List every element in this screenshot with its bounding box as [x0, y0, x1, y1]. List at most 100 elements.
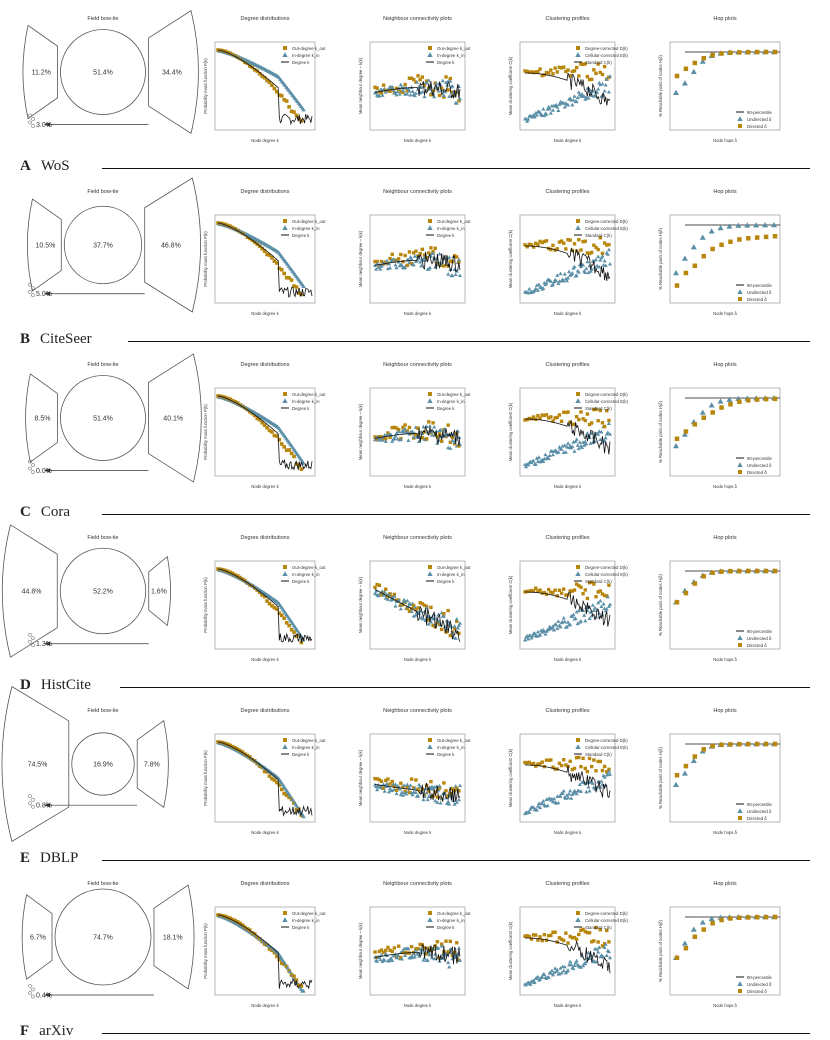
neighbour-legend-label: Out-degree k_out: [437, 46, 471, 51]
degree-y-axis-label: Probability mass function P(k): [203, 58, 208, 114]
neighbour-legend-out-marker: [428, 911, 432, 915]
degree-corrected-point: [600, 421, 605, 425]
hop-legend-label: 90-percentile: [747, 283, 772, 288]
in-degree-point: [447, 964, 452, 969]
disconnected-component: [28, 466, 32, 471]
clustering-y-axis-label: Mean clustering coefficient C(k): [508, 748, 513, 807]
out-degree-point: [377, 778, 382, 782]
cellular-corrected-point: [563, 450, 568, 454]
directed-hop-point: [754, 49, 760, 55]
neighbour-y-axis-label: Mean neighbour degree ~ k(k): [358, 576, 363, 633]
out-degree-point: [230, 571, 235, 576]
clustering-legend-label: Degree-corrected D(k): [585, 46, 628, 51]
out-degree-point: [384, 778, 388, 783]
degree-corrected-point: [531, 70, 536, 75]
in-degree-point: [413, 790, 418, 795]
cellular-corrected-point: [532, 114, 537, 119]
out-degree-point: [390, 252, 394, 256]
cellular-corrected-point: [534, 456, 539, 460]
degree-corrected-point: [559, 66, 564, 70]
out-degree-point: [262, 594, 267, 599]
degree-line: [217, 49, 313, 126]
cellular-corrected-point: [568, 788, 573, 793]
cellular-corrected-point: [572, 94, 577, 98]
out-percentage: 34.4%: [162, 70, 182, 77]
in-degree-point: [421, 616, 426, 621]
cellular-corrected-point: [602, 258, 607, 263]
degree-legend-out-marker: [283, 219, 287, 223]
neighbour-x-axis-label: Node degree k: [404, 657, 432, 662]
undirected-hop-point: [771, 222, 777, 228]
in-degree-point: [417, 439, 422, 443]
in-degree-point: [403, 953, 408, 957]
in-degree-point: [411, 614, 416, 618]
degree-corrected-point: [587, 251, 592, 256]
out-degree-point: [299, 984, 304, 988]
clustering-plot-frame: [519, 560, 616, 650]
degree-corrected-point: [585, 251, 590, 255]
cellular-corrected-point: [541, 286, 546, 290]
degree-corrected-point: [590, 421, 594, 425]
dataset-label: A WoS: [20, 158, 70, 175]
undirected-hop-point: [762, 222, 769, 228]
cellular-corrected-point: [533, 462, 538, 466]
out-degree-point: [433, 790, 437, 794]
out-degree-point: [388, 256, 392, 261]
cellular-corrected-point: [552, 970, 557, 975]
out-degree-point: [292, 110, 296, 114]
degree-title: Degree distributions: [241, 881, 290, 887]
directed-hop-point: [701, 253, 706, 259]
in-degree-point: [434, 81, 439, 85]
hop-y-axis-label: % Reachable pairs of nodes H(δ): [658, 401, 663, 463]
in-degree-point: [393, 262, 398, 267]
cellular-corrected-point: [562, 964, 567, 969]
cellular-corrected-point: [548, 279, 553, 283]
out-degree-point: [457, 789, 461, 793]
degree-corrected-point: [525, 417, 529, 422]
degree-corrected-point: [605, 928, 609, 933]
degree-legend-label: In-degree k_in: [292, 226, 320, 231]
neighbour-title: Neighbour connectivity plots: [383, 535, 452, 541]
in-degree-point: [411, 262, 416, 267]
degree-legend-out-marker: [283, 738, 287, 742]
degree-corrected-point: [585, 930, 590, 935]
undirected-hop-point: [690, 757, 697, 764]
bowtie-panel: Field bow-tie 52.2% 44.8% 1.6% 1.3%: [1, 524, 171, 658]
out-degree-point: [282, 271, 287, 276]
degree-corrected-point: [605, 243, 609, 247]
cellular-corrected-point: [544, 112, 549, 116]
degree-corrected-point: [572, 935, 577, 940]
clustering-y-axis-label: Mean clustering coefficient C(k): [508, 56, 513, 115]
tube-percentage: 0.0%: [36, 468, 52, 475]
directed-hop-point: [719, 242, 724, 248]
out-degree-point: [373, 776, 377, 781]
tube-arrowhead: [44, 291, 50, 296]
hop-legend-in-marker: [737, 808, 743, 814]
in-degree-point: [398, 82, 403, 87]
directed-hop-point: [772, 396, 778, 402]
out-degree-point: [379, 948, 384, 952]
degree-corrected-point: [581, 417, 585, 421]
clustering-legend-in-marker: [575, 398, 581, 404]
cellular-corrected-point: [605, 252, 610, 256]
out-degree-point: [414, 778, 418, 782]
clustering-title: Clustering profiles: [545, 881, 589, 887]
in-degree-point: [406, 438, 411, 443]
in-degree-point: [411, 434, 416, 439]
degree-x-axis-label: Node degree k: [251, 484, 279, 489]
out-degree-point: [418, 789, 422, 794]
out-degree-point: [289, 627, 294, 632]
out-degree-point: [279, 613, 284, 618]
directed-hop-point: [754, 914, 760, 920]
in-degree-point: [436, 946, 441, 950]
out-degree-point: [257, 590, 262, 595]
degree-corrected-point: [602, 424, 607, 429]
hop-legend-label: Undirected δ: [747, 463, 772, 468]
hop-panel: Hop plots Node hops δ % Reachable pairs of…: [658, 535, 781, 662]
in-degree-point: [412, 93, 417, 98]
in-degree-point: [410, 429, 415, 434]
directed-hop-point: [710, 52, 715, 58]
degree-corrected-point: [536, 70, 540, 74]
degree-corrected-point: [568, 934, 572, 939]
out-degree-point: [446, 608, 450, 613]
